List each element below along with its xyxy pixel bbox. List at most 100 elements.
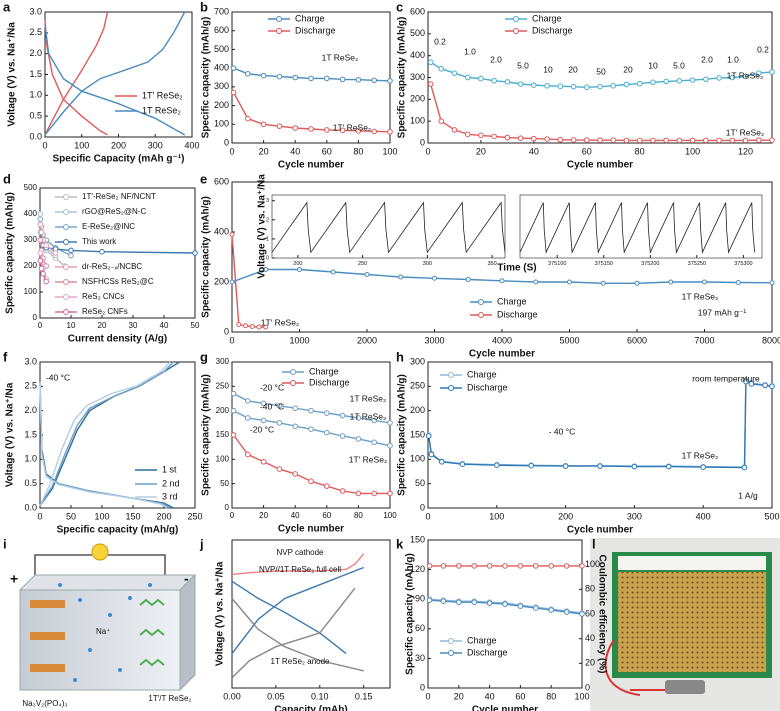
series-line <box>231 587 364 679</box>
data-point <box>355 128 362 134</box>
data-point <box>562 463 569 469</box>
data-point <box>297 267 302 272</box>
legend-marker <box>63 224 69 230</box>
x-tick-label: 400 <box>696 511 711 521</box>
legend-label: dr-ReS₂₋ₓ/NCBC <box>82 262 142 271</box>
annotation: 5.0 <box>517 60 529 70</box>
y-tick-label: 400 <box>214 63 229 73</box>
data-point <box>456 563 462 569</box>
data-point <box>634 280 640 286</box>
y-tick-label: 400 <box>410 50 425 60</box>
legend-marker <box>448 372 454 378</box>
annotation: 1T ReSe₂ <box>727 70 764 80</box>
y-tick-label: 400 <box>214 226 229 236</box>
data-point <box>548 607 555 613</box>
data-point <box>263 324 269 330</box>
data-point <box>428 451 435 458</box>
data-point <box>339 127 346 134</box>
y-tick-label: 0.5 <box>29 111 42 121</box>
device-photo: l <box>590 536 780 711</box>
data-point <box>339 76 346 83</box>
x-tick-label: 2000 <box>357 335 377 345</box>
data-point <box>438 118 445 124</box>
y-axis-label: Specific capacity (mAh/g) <box>201 196 212 318</box>
y-tick-label: 100 <box>410 116 425 126</box>
y-tick-label: 1.0 <box>24 454 37 464</box>
y-tick-label: 600 <box>214 176 229 186</box>
y-tick-label: 2.5 <box>29 27 42 37</box>
data-point <box>610 137 617 143</box>
x-tick-label: 0 <box>425 691 430 701</box>
x-tick-label: 40 <box>485 691 495 701</box>
y2-tick-label: 60 <box>585 608 595 618</box>
data-point <box>478 132 484 139</box>
data-point <box>716 137 722 144</box>
data-point <box>355 436 362 442</box>
x-tick-label: 0 <box>425 146 430 156</box>
x-tick-label: 60 <box>582 146 592 156</box>
y-tick-label: 700 <box>214 6 229 16</box>
plus: + <box>10 571 18 587</box>
x-tick-label: 250 <box>187 511 202 521</box>
cell-side <box>179 573 196 692</box>
y-tick-label: 1.5 <box>24 429 37 439</box>
x-tick-label: 200 <box>111 140 126 150</box>
series-line <box>519 202 755 254</box>
legend-marker <box>276 16 282 22</box>
x-tick-label: 0.05 <box>267 691 285 701</box>
data-point <box>324 127 330 133</box>
legend-marker <box>513 16 519 22</box>
legend-label: Discharge <box>467 647 508 657</box>
data-point <box>769 137 775 143</box>
data-point <box>387 420 393 426</box>
legend-label: 1T′-ReSe₂ NF/NCNT <box>82 192 156 201</box>
data-point <box>292 125 299 131</box>
x-tick-label: 20 <box>98 321 107 330</box>
data-point <box>597 83 603 90</box>
x-tick-label: 120 <box>738 146 753 156</box>
annotation: -40 °C <box>46 372 70 382</box>
y-tick-label: 200 <box>410 405 425 415</box>
y-tick-label: 150 <box>410 534 425 544</box>
x-tick-label: 40 <box>291 511 300 520</box>
data-point <box>324 483 330 489</box>
y-tick-label: 400 <box>24 209 38 218</box>
legend-label: 1 st <box>162 464 177 474</box>
data-point <box>425 433 432 439</box>
panel-label: d <box>3 171 11 186</box>
y-tick-label: 300 <box>410 72 425 82</box>
plot-frame <box>427 539 583 689</box>
data-point <box>570 137 577 143</box>
x-tick-label: 60 <box>515 691 525 701</box>
legend-label: 1T ReSe₂ <box>142 105 181 115</box>
y-tick-label: 300 <box>214 81 229 91</box>
x-tick-label: 375300 <box>734 261 752 267</box>
inset-frame <box>271 194 506 259</box>
data-point <box>426 563 433 569</box>
data-point <box>229 279 235 285</box>
anode-layer <box>139 598 165 667</box>
x-tick-label: 0 <box>37 511 42 521</box>
data-point <box>38 229 45 235</box>
data-point <box>260 121 267 128</box>
data-point <box>292 423 299 430</box>
x-tick-label: 500 <box>764 511 779 521</box>
annotation: 20 <box>568 64 578 74</box>
annotation: 1T′ ReSe₂ <box>261 317 299 327</box>
x-axis-label: Capacity (mAh) <box>274 705 347 711</box>
legend-label: rGO@ReS₂@N-C <box>82 207 146 216</box>
data-point <box>230 89 237 96</box>
battery-diagram: i + - Na⁺ Na₃V₂(PO₄)₃ 1T′/T ReSe₂ <box>3 536 197 708</box>
data-point <box>729 137 736 144</box>
data-point <box>504 134 511 141</box>
data-point <box>236 322 242 327</box>
legend-marker <box>290 369 296 375</box>
data-point <box>504 79 511 85</box>
legend-label: Discharge <box>309 377 350 387</box>
data-point <box>276 420 283 426</box>
annotation: 1T′ ReSe₂ <box>349 454 387 464</box>
battery <box>665 680 705 694</box>
data-point <box>666 463 672 470</box>
data-point <box>533 605 539 611</box>
